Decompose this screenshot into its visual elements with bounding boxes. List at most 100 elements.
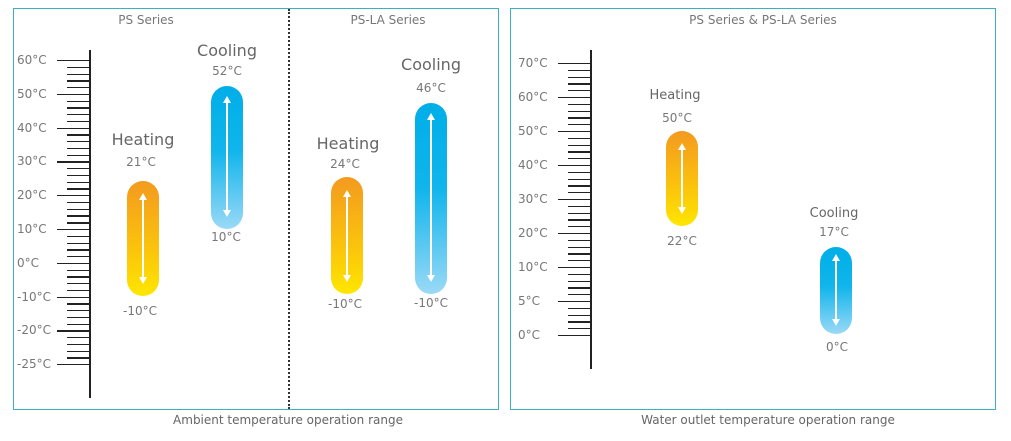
minor-tick [67, 66, 89, 69]
major-tick [558, 335, 590, 337]
minor-tick [67, 147, 89, 150]
psla-heating-label: Heating [316, 134, 380, 153]
scale-label: 30°C [518, 192, 548, 206]
minor-tick [67, 208, 89, 211]
major-tick [558, 97, 590, 99]
minor-tick [67, 276, 89, 278]
minor-tick [67, 114, 89, 116]
ps-heating-range-bar [127, 181, 159, 296]
minor-tick [568, 192, 590, 194]
ps-heating-min: -10°C [123, 304, 157, 318]
minor-tick [67, 215, 89, 217]
major-tick [57, 296, 89, 298]
minor-tick [67, 337, 89, 339]
ps-heating-label: Heating [111, 130, 175, 149]
minor-tick [67, 120, 89, 123]
ambient-scale-axis [89, 50, 91, 398]
minor-tick [67, 222, 89, 224]
scale-label: -25°C [17, 357, 51, 372]
scale-label: 30°C [17, 154, 47, 169]
major-tick [558, 267, 590, 269]
ps-cooling-max: 52°C [212, 64, 242, 78]
scale-label: 50°C [17, 86, 47, 101]
psla-series-title: PS-LA Series [350, 13, 426, 27]
major-tick [558, 301, 590, 303]
ps-heating-max: 21°C [126, 155, 156, 169]
minor-tick [67, 168, 89, 170]
minor-tick [67, 323, 89, 325]
minor-tick [568, 260, 590, 262]
minor-tick [67, 100, 89, 102]
water-heating-min: 22°C [667, 234, 697, 248]
scale-label: -10°C [17, 289, 51, 304]
water-cooling-range-bar [820, 247, 852, 334]
major-tick [57, 60, 89, 62]
major-tick [57, 330, 89, 332]
minor-tick [67, 249, 89, 251]
minor-tick [568, 287, 590, 289]
scale-label: 40°C [518, 158, 548, 172]
minor-tick [568, 328, 590, 330]
scale-label: 10°C [17, 222, 47, 236]
water-heating-range-bar [666, 131, 698, 226]
psla-cooling-max: 46°C [416, 81, 446, 95]
scale-label: 40°C [17, 120, 47, 135]
minor-tick [67, 242, 89, 244]
major-tick [558, 199, 590, 201]
psla-cooling-label: Cooling [401, 55, 461, 74]
scale-label: 60°C [518, 90, 548, 104]
ps-cooling-min: 10°C [211, 230, 241, 244]
psla-heating-range-bar [331, 177, 363, 294]
minor-tick [568, 124, 590, 126]
minor-tick [67, 343, 89, 346]
double-arrow-icon [139, 193, 147, 284]
water-caption: Water outlet temperature operation range [641, 413, 895, 427]
minor-tick [568, 185, 590, 187]
minor-tick [568, 151, 590, 153]
minor-tick [67, 357, 89, 359]
scale-label: 0°C [17, 255, 40, 270]
major-tick [558, 165, 590, 167]
minor-tick [67, 87, 89, 89]
scale-label: 50°C [518, 124, 548, 138]
minor-tick [568, 273, 590, 276]
minor-tick [568, 171, 590, 174]
minor-tick [67, 73, 89, 75]
major-tick [558, 233, 590, 235]
minor-tick [67, 283, 89, 285]
minor-tick [568, 212, 590, 214]
scale-label: 0°C [518, 328, 541, 342]
ps-cooling-range-bar [211, 86, 243, 229]
double-arrow-icon [678, 143, 686, 214]
minor-tick [568, 103, 590, 106]
major-tick [558, 131, 590, 133]
minor-tick [568, 178, 590, 180]
minor-tick [67, 174, 89, 177]
minor-tick [568, 90, 590, 92]
minor-tick [67, 181, 89, 183]
scale-label: 10°C [518, 260, 548, 274]
water-cooling-max: 17°C [819, 225, 849, 239]
minor-tick [568, 253, 590, 255]
minor-tick [67, 201, 89, 204]
minor-tick [568, 83, 590, 85]
minor-tick [67, 134, 89, 136]
water-cooling-label: Cooling [809, 206, 859, 221]
major-tick [57, 364, 89, 366]
minor-tick [67, 310, 89, 312]
minor-tick [568, 280, 590, 282]
major-tick [558, 63, 590, 65]
scale-label: 70°C [518, 56, 548, 70]
psla-heating-min: -10°C [328, 297, 362, 311]
minor-tick [67, 303, 89, 305]
ambient-panel [13, 8, 499, 410]
minor-tick [67, 235, 89, 238]
water-title: PS Series & PS-LA Series [689, 13, 837, 27]
major-tick [57, 161, 89, 163]
ps-cooling-label: Cooling [197, 41, 257, 60]
major-tick [57, 229, 89, 231]
minor-tick [568, 314, 590, 316]
double-arrow-icon [832, 254, 840, 326]
double-arrow-icon [223, 96, 231, 217]
minor-tick [568, 144, 590, 146]
